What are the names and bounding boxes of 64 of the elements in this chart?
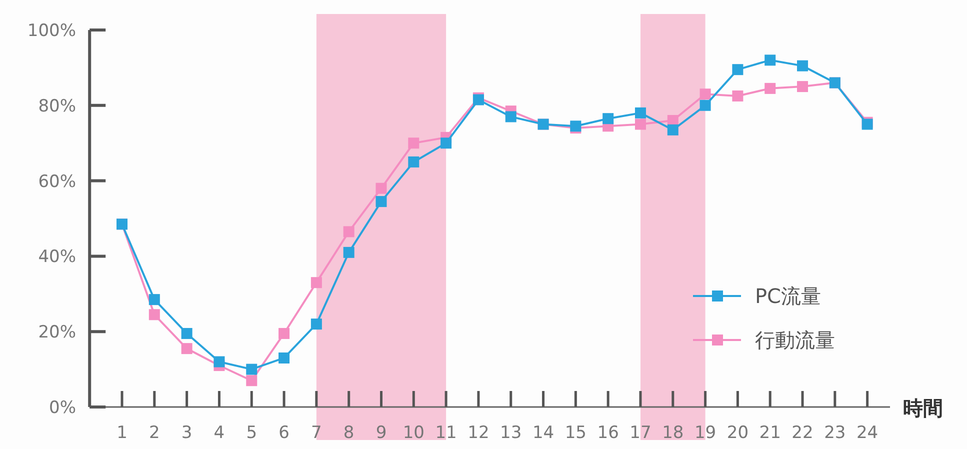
point: [505, 111, 516, 122]
legend-label: 行動流量: [755, 328, 835, 352]
x-tick-label: 8: [343, 423, 354, 443]
point: [181, 328, 192, 339]
x-tick-label: 4: [214, 423, 225, 443]
y-tick-label: 0%: [49, 398, 76, 418]
x-tick-label: 15: [564, 423, 586, 443]
point: [634, 107, 646, 118]
legend-label: PC流量: [755, 284, 822, 308]
x-tick-label: 14: [532, 423, 554, 443]
point: [343, 226, 354, 238]
x-tick-label: 21: [759, 423, 781, 443]
point: [310, 318, 322, 330]
x-tick-label: 10: [402, 423, 424, 443]
x-tick-label: 12: [468, 423, 490, 443]
x-tick-label: 11: [435, 423, 457, 443]
x-tick-label: 17: [630, 423, 652, 443]
point: [634, 118, 646, 130]
x-tick-label: 3: [181, 423, 192, 443]
x-tick-label: 22: [792, 423, 814, 443]
point: [148, 309, 160, 320]
point: [246, 375, 258, 386]
point: [732, 90, 744, 102]
point: [602, 113, 614, 124]
x-tick-label: 1: [116, 423, 128, 443]
point: [278, 328, 290, 339]
point: [700, 100, 711, 111]
x-tick-label: 24: [856, 423, 878, 443]
point: [408, 156, 420, 168]
x-tick-label: 13: [500, 423, 522, 443]
y-tick-label: 20%: [38, 322, 76, 343]
point: [246, 364, 258, 375]
y-tick-label: 80%: [38, 96, 76, 116]
y-tick-label: 60%: [38, 172, 76, 192]
point: [214, 356, 225, 368]
y-tick-label: 100%: [27, 21, 76, 41]
x-axis-title: 時間: [903, 396, 943, 420]
point: [732, 64, 744, 76]
x-tick-label: 5: [246, 423, 258, 443]
x-tick-label: 6: [278, 423, 290, 443]
point: [764, 54, 776, 66]
x-tick-label: 20: [726, 423, 749, 443]
point: [376, 182, 387, 194]
point: [278, 352, 290, 364]
x-tick-label: 18: [662, 423, 684, 443]
point: [764, 82, 776, 94]
x-tick-label: 2: [148, 423, 160, 443]
point: [440, 138, 452, 149]
point: [376, 196, 387, 208]
x-tick-label: 16: [597, 423, 619, 443]
x-tick-label: 23: [824, 423, 846, 443]
point: [310, 277, 322, 288]
point: [343, 246, 354, 258]
point: [797, 60, 808, 72]
point: [148, 294, 160, 306]
y-tick-label: 40%: [38, 247, 76, 268]
x-tick-label: 9: [376, 423, 387, 443]
x-tick-label: 19: [694, 423, 716, 443]
point: [181, 343, 192, 354]
point: [667, 124, 678, 136]
x-tick-label: 7: [311, 423, 322, 443]
point: [408, 138, 420, 149]
point: [797, 81, 808, 92]
point: [700, 88, 711, 100]
